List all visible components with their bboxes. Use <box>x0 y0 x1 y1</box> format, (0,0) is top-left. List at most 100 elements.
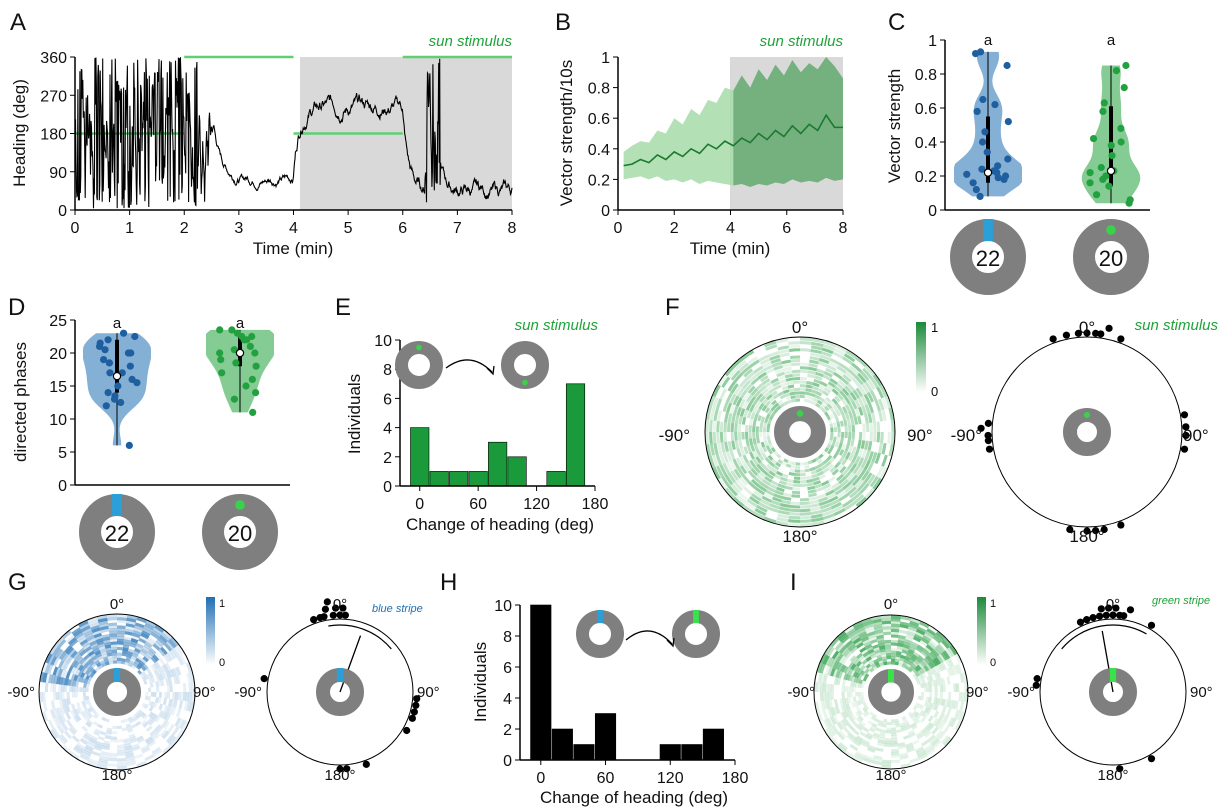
heatmap-cell <box>130 723 137 729</box>
heatmap-cell <box>766 394 773 401</box>
heatmap-cell <box>729 404 736 414</box>
heatmap-cell <box>93 730 100 737</box>
heatmap-cell <box>173 676 178 685</box>
heatmap-cell <box>94 743 103 749</box>
heatmap-cell <box>42 701 48 712</box>
x-tick-label: 0 <box>614 220 623 237</box>
heatmap-cell <box>739 456 746 465</box>
heatmap-cell <box>56 649 65 659</box>
panel-label-d: D <box>8 294 25 321</box>
heatmap-cell <box>948 666 955 676</box>
heatmap-cell <box>926 707 932 715</box>
heatmap-cell <box>188 671 194 683</box>
heatmap-cell <box>783 458 789 463</box>
heatmap-cell <box>838 442 843 449</box>
heatmap-cell <box>822 344 835 351</box>
heatmap-cell <box>923 743 933 752</box>
heatmap-cell <box>79 738 88 746</box>
panel-g-circ-label-0: 0° <box>333 596 347 613</box>
heatmap-cell <box>857 372 867 383</box>
heatmap-cell <box>810 345 823 351</box>
heatmap-cell <box>86 742 95 749</box>
heatmap-cell <box>927 661 934 669</box>
heatmap-cell <box>108 625 118 629</box>
heatmap-cell <box>791 461 797 466</box>
heatmap-cell <box>788 471 795 476</box>
x-tick-label: 60 <box>469 496 487 513</box>
heatmap-cell <box>152 733 161 741</box>
heatmap-cell <box>92 657 99 663</box>
panel-label-c: C <box>888 9 905 36</box>
x-tick-label: 8 <box>508 220 517 237</box>
heatmap-cell <box>836 473 844 482</box>
heatmap-cell <box>104 718 110 723</box>
heatmap-cell <box>87 719 94 726</box>
heatmap-cell <box>854 737 863 745</box>
heatmap-cell <box>190 681 195 693</box>
panel-h-arrow <box>625 630 673 645</box>
heatmap-cell <box>752 437 757 445</box>
heatmap-cell <box>815 402 821 408</box>
heatmap-cell <box>144 622 155 630</box>
heatmap-cell <box>97 617 108 623</box>
heading-point <box>336 765 344 773</box>
heatmap-cell <box>836 731 845 741</box>
heatmap-cell <box>799 337 813 342</box>
heatmap-cell <box>49 709 56 719</box>
heatmap-cell <box>810 506 821 512</box>
heading-point <box>1083 329 1091 337</box>
heatmap-cell <box>79 638 88 646</box>
heatmap-cell <box>732 395 740 406</box>
heatmap-cell <box>165 713 172 722</box>
heatmap-cell <box>922 728 930 736</box>
y-tick-label: 25 <box>49 313 67 330</box>
heatmap-cell <box>805 475 813 480</box>
heatmap-cell <box>849 463 857 473</box>
heatmap-cell <box>958 691 963 702</box>
heatmap-cell <box>819 354 831 361</box>
heatmap-cell <box>167 651 175 661</box>
heatmap-cell <box>59 723 67 733</box>
heatmap-cell <box>150 676 156 683</box>
heatmap-cell <box>763 364 774 372</box>
panel-label-i: I <box>790 569 797 596</box>
heatmap-cell <box>745 371 756 380</box>
heatmap-cell <box>932 635 942 644</box>
heatmap-cell <box>64 698 69 706</box>
data-point <box>1108 152 1116 160</box>
heatmap-cell <box>822 467 830 474</box>
heatmap-cell <box>766 463 773 470</box>
heatmap-cell <box>712 467 721 480</box>
heatmap-cell <box>831 724 840 734</box>
heatmap-cell <box>767 409 773 415</box>
heatmap-outline <box>704 336 896 528</box>
heatmap-cell <box>129 657 136 663</box>
heatmap-cell <box>162 712 169 720</box>
heatmap-cell <box>799 501 810 505</box>
heatmap-cell <box>888 407 894 421</box>
heatmap-cell <box>784 373 793 379</box>
heatmap-cell <box>839 698 844 706</box>
heatmap-cell <box>882 626 892 630</box>
arena-icon-green <box>1073 219 1149 295</box>
heatmap-cell <box>90 624 100 631</box>
heatmap-cell <box>855 496 867 507</box>
heatmap-cell <box>749 404 755 413</box>
heatmap-cell <box>755 368 766 377</box>
heatmap-cell <box>877 739 885 744</box>
x-tick-label: 120 <box>523 496 550 513</box>
heatmap-cell <box>881 764 892 769</box>
heatmap-cell <box>860 395 868 406</box>
heatmap-cell <box>155 668 162 675</box>
heatmap-cell <box>946 667 952 677</box>
heatmap-cell <box>928 696 932 703</box>
arena-icon-blue <box>950 219 1026 295</box>
heatmap-cell <box>773 393 780 400</box>
heatmap-cell <box>850 438 855 447</box>
heatmap-cell <box>106 652 113 657</box>
heatmap-cell <box>96 662 102 668</box>
heatmap-cell <box>124 748 133 753</box>
x-tick-label: 180 <box>582 496 609 513</box>
heatmap-cell <box>940 713 947 723</box>
